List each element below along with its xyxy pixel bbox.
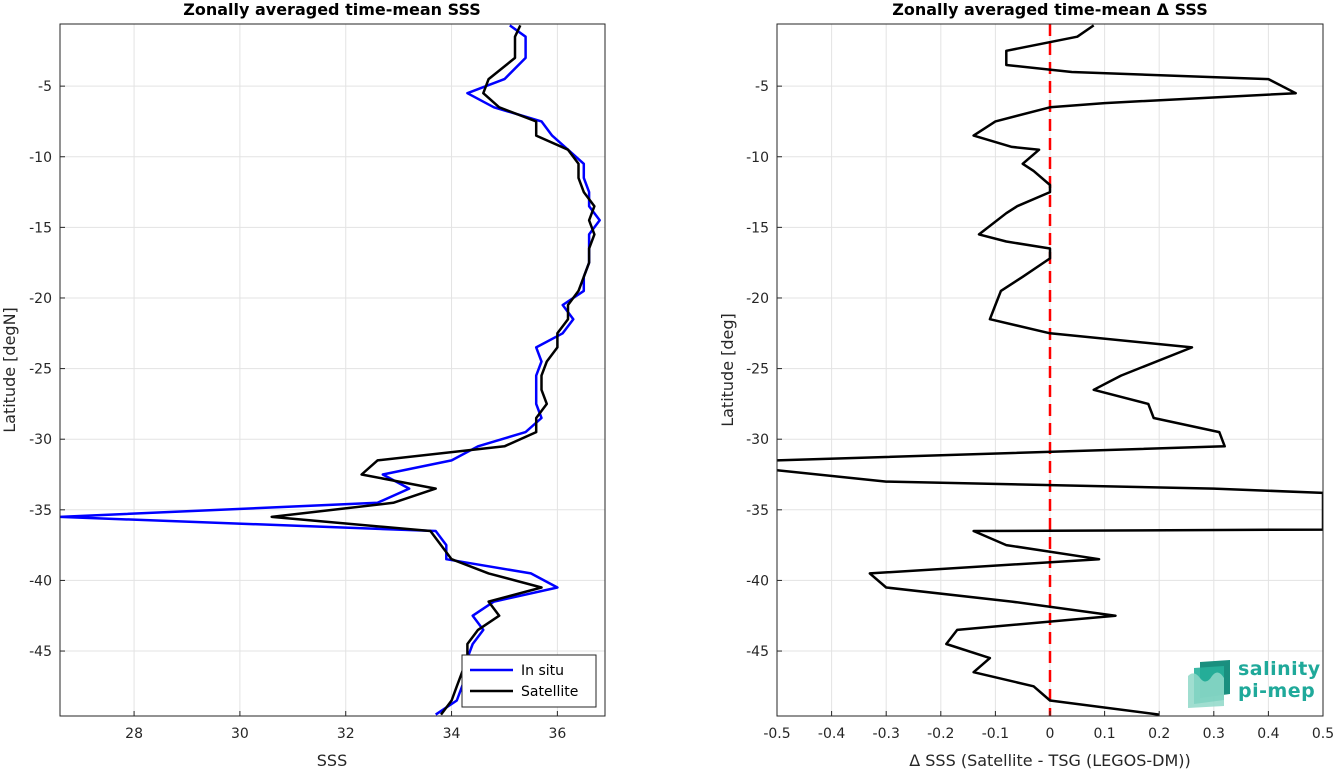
- logo-text-pi-mep: pi-mep: [1238, 680, 1316, 702]
- logo-text-salinity: salinity: [1238, 658, 1321, 680]
- right-y-axis-label: Latitude [deg]: [718, 313, 737, 427]
- y-tick-label: -45: [29, 644, 52, 660]
- left-grid: [60, 24, 605, 716]
- y-tick-label: -25: [746, 362, 769, 378]
- y-tick-label: -5: [38, 79, 52, 95]
- right-x-axis-label: Δ SSS (Satellite - TSG (LEGOS-DM)): [909, 751, 1191, 769]
- x-tick-label: 0.1: [1093, 726, 1115, 742]
- y-tick-label: -40: [29, 573, 52, 589]
- y-tick-label: -20: [29, 291, 52, 307]
- left-x-axis-label: SSS: [317, 751, 347, 769]
- y-tick-label: -30: [29, 432, 52, 448]
- x-tick-label: -0.4: [818, 726, 845, 742]
- x-tick-label: -0.5: [763, 726, 790, 742]
- x-tick-label: -0.1: [982, 726, 1009, 742]
- x-tick-label: 0.2: [1148, 726, 1170, 742]
- left-chart-title: Zonally averaged time-mean SSS: [183, 0, 481, 19]
- x-tick-label: 36: [548, 726, 566, 742]
- y-tick-label: -45: [746, 644, 769, 660]
- legend-label-satellite: Satellite: [521, 684, 578, 700]
- right-series: [777, 24, 1323, 716]
- left-series: [60, 24, 601, 716]
- y-tick-label: -30: [746, 432, 769, 448]
- x-tick-label: 30: [231, 726, 249, 742]
- x-tick-label: 28: [125, 726, 143, 742]
- x-tick-label: 0.5: [1312, 726, 1334, 742]
- left-y-ticks: -5 -10 -15 -20 -25 -30 -35 -40 -45: [29, 79, 65, 660]
- right-y-ticks: -5 -10 -15 -20 -25 -30 -35 -40 -45: [746, 79, 782, 660]
- x-tick-label: -0.3: [873, 726, 900, 742]
- y-tick-label: -35: [29, 503, 52, 519]
- x-tick-label: 32: [337, 726, 355, 742]
- right-panel: -0.5 -0.4 -0.3 -0.2 -0.1 0 0.1 0.2 0.3 0.4 0.5 -5-…: [718, 0, 1334, 769]
- left-legend: In situ Satellite: [461, 654, 597, 708]
- x-tick-label: 0: [1046, 726, 1055, 742]
- legend-box: [461, 654, 597, 708]
- legend-label-in-situ: In situ: [521, 663, 564, 679]
- x-tick-label: -0.2: [927, 726, 954, 742]
- left-axes-frame: [59, 23, 606, 717]
- series-line-in-situ: [60, 24, 601, 716]
- x-tick-label: 0.4: [1257, 726, 1279, 742]
- y-tick-label: -10: [746, 150, 769, 166]
- y-tick-label: -15: [29, 220, 52, 236]
- right-x-ticks: -0.5 -0.4 -0.3 -0.2 -0.1 0 0.1 0.2 0.3 0.4 0.5: [763, 711, 1334, 742]
- left-x-ticks: 28 30 32 34 36: [125, 711, 566, 742]
- y-tick-label: -5: [755, 79, 769, 95]
- series-line-satellite-tsg: [777, 24, 1323, 716]
- y-tick-label: -25: [29, 362, 52, 378]
- y-tick-label: -10: [29, 150, 52, 166]
- logo-mark-icon: [1188, 660, 1230, 708]
- y-tick-label: -40: [746, 573, 769, 589]
- x-tick-label: 0.3: [1203, 726, 1225, 742]
- x-tick-label: 34: [443, 726, 461, 742]
- series-line-satellite: [270, 24, 596, 716]
- y-tick-label: -20: [746, 291, 769, 307]
- left-y-axis-label: Latitude [degN]: [0, 307, 19, 433]
- right-chart-title: Zonally averaged time-mean Δ SSS: [892, 0, 1208, 19]
- left-panel: 28 30 32 34 36 -5 -10 -15 -20 -25 -30 -35 -40 -45 Zo…: [0, 0, 606, 769]
- y-tick-label: -15: [746, 220, 769, 236]
- salinity-pi-mep-logo: salinity pi-mep: [1186, 656, 1326, 712]
- y-tick-label: -35: [746, 503, 769, 519]
